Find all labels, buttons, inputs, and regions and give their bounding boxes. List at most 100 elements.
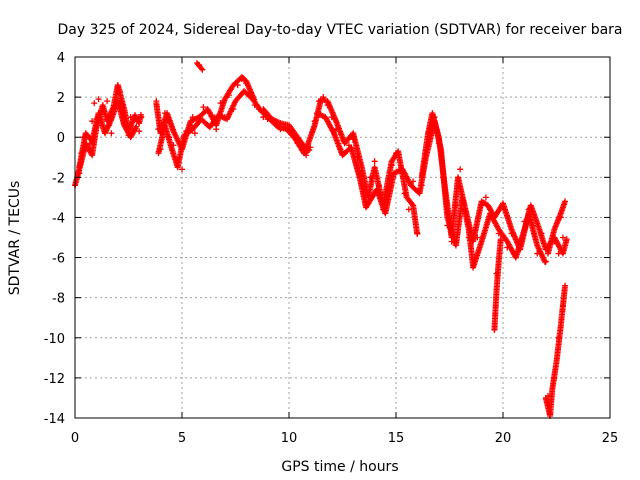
- data-point: [414, 230, 421, 237]
- data-point: [125, 132, 132, 139]
- data-point: [482, 194, 489, 201]
- data-point: [166, 134, 173, 141]
- data-point: [127, 114, 134, 121]
- data-point: [529, 222, 536, 229]
- data-point: [547, 410, 554, 417]
- x-tick-label: 25: [602, 431, 619, 446]
- data-point: [273, 122, 280, 129]
- data-point: [155, 126, 162, 133]
- data-point: [187, 122, 194, 129]
- y-tick-label: -14: [44, 412, 65, 427]
- data-point: [375, 182, 382, 189]
- data-point: [393, 150, 399, 157]
- data-point: [538, 230, 545, 237]
- data-point: [199, 66, 206, 73]
- data-point: [157, 146, 164, 153]
- data-point: [320, 94, 327, 101]
- data-point: [551, 238, 558, 245]
- data-point: [116, 88, 123, 95]
- data-point: [345, 142, 352, 149]
- data-point: [405, 206, 412, 213]
- data-point: [559, 302, 566, 309]
- data-point: [371, 158, 378, 165]
- data-point: [264, 116, 271, 123]
- data-point: [493, 270, 500, 277]
- data-point: [256, 106, 263, 113]
- data-point: [234, 82, 241, 89]
- data-point: [230, 106, 237, 113]
- data-point: [208, 112, 215, 119]
- data-marks: [72, 60, 570, 419]
- y-axis-label: SDTVAR / TECUs: [7, 181, 23, 296]
- y-tick-label: 0: [57, 131, 65, 146]
- data-point: [487, 206, 494, 213]
- data-point: [410, 178, 417, 185]
- data-point: [268, 118, 275, 125]
- data-point: [243, 80, 250, 87]
- data-point: [521, 218, 528, 225]
- x-tick-label: 5: [178, 431, 186, 446]
- data-point: [221, 114, 228, 121]
- data-point: [315, 98, 322, 105]
- y-tick-label: 4: [57, 51, 65, 66]
- x-tick-label: 10: [281, 431, 298, 446]
- y-tick-label: -8: [52, 292, 65, 307]
- data-point: [555, 334, 562, 341]
- data-point: [131, 116, 138, 123]
- data-point: [500, 204, 506, 211]
- data-point: [388, 162, 395, 169]
- data-point: [251, 102, 258, 109]
- data-point: [328, 114, 335, 121]
- data-point: [204, 122, 211, 129]
- data-point: [277, 126, 284, 133]
- data-point: [104, 98, 111, 105]
- data-point: [542, 258, 549, 265]
- data-point: [174, 158, 181, 165]
- y-tick-label: -12: [44, 372, 65, 387]
- grid-lines: [75, 57, 610, 418]
- data-point: [290, 132, 297, 139]
- data-point: [525, 206, 532, 213]
- data-point: [380, 206, 387, 213]
- data-point: [534, 250, 541, 257]
- data-point: [465, 234, 472, 241]
- data-point: [183, 128, 190, 135]
- data-point: [91, 100, 98, 107]
- data-point: [99, 108, 106, 115]
- data-point: [333, 126, 340, 133]
- data-point: [367, 174, 374, 181]
- data-point: [431, 114, 438, 121]
- data-point: [478, 202, 485, 209]
- y-axis: 4 2 0 -2 -4 -6 -8 -10 -12 -14: [44, 51, 610, 427]
- x-tick-label: 20: [495, 431, 512, 446]
- x-tick-label: 15: [388, 431, 405, 446]
- data-point: [491, 326, 498, 333]
- y-tick-label: -10: [44, 332, 65, 347]
- data-point: [108, 130, 115, 137]
- data-point: [189, 114, 196, 121]
- y-tick-label: -6: [52, 252, 65, 267]
- data-point: [95, 96, 102, 103]
- data-point: [444, 222, 451, 229]
- data-point: [226, 92, 233, 99]
- x-axis-label: GPS time / hours: [281, 459, 398, 475]
- data-point: [281, 124, 288, 131]
- data-point: [213, 126, 220, 133]
- data-point: [354, 154, 361, 161]
- data-point: [512, 254, 519, 261]
- data-point: [517, 238, 524, 245]
- y-tick-label: -4: [52, 211, 65, 226]
- data-point: [133, 123, 140, 130]
- data-point: [153, 98, 160, 105]
- y-tick-label: 2: [57, 91, 65, 106]
- data-point: [555, 250, 562, 257]
- data-point: [217, 100, 224, 107]
- data-point: [80, 134, 87, 141]
- data-point: [435, 140, 442, 147]
- data-point: [161, 110, 168, 117]
- data-point: [191, 130, 198, 137]
- data-point: [559, 234, 566, 241]
- data-point: [136, 128, 143, 135]
- plot-frame: [74, 56, 611, 419]
- data-point: [247, 90, 254, 97]
